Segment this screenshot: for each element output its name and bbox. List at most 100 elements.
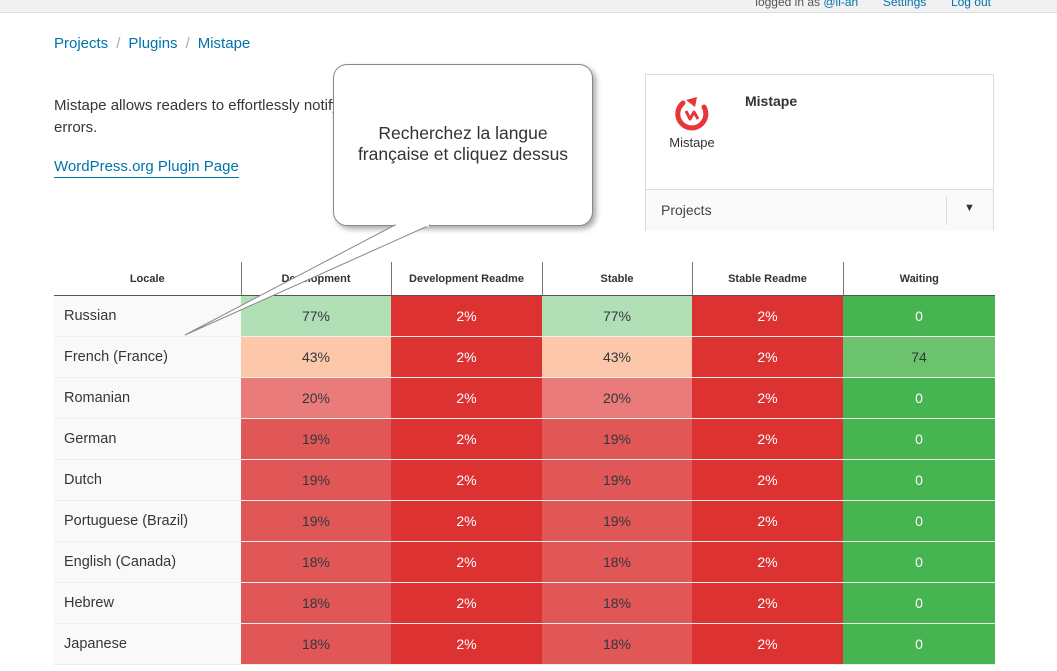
stable-readme-cell[interactable]: 2% — [692, 377, 843, 419]
settings-link[interactable]: Settings — [882, 0, 927, 9]
development-readme-cell[interactable]: 2% — [391, 500, 542, 542]
development-cell[interactable]: 18% — [241, 623, 391, 665]
table-row: Hebrew 18% 2% 18% 2% 0 — [54, 582, 995, 624]
waiting-cell[interactable]: 0 — [843, 541, 995, 583]
development-readme-cell[interactable]: 2% — [391, 418, 542, 460]
wordpress-plugin-page-link[interactable]: WordPress.org Plugin Page — [54, 158, 239, 178]
locale-link[interactable]: Russian — [64, 308, 117, 324]
stable-readme-cell[interactable]: 2% — [692, 582, 843, 624]
waiting-cell[interactable]: 0 — [843, 500, 995, 542]
table-row: Russian 77% 2% 77% 2% 0 — [54, 295, 995, 337]
stable-cell[interactable]: 43% — [542, 336, 692, 378]
locale-link[interactable]: Hebrew — [64, 595, 114, 611]
locale-cell[interactable]: Dutch — [54, 459, 241, 501]
breadcrumb-plugins[interactable]: Plugins — [128, 35, 178, 52]
stable-cell[interactable]: 19% — [542, 500, 692, 542]
projects-dropdown[interactable]: Projects ▼ — [646, 189, 993, 231]
stable-cell[interactable]: 18% — [542, 623, 692, 665]
development-readme-cell[interactable]: 2% — [391, 336, 542, 378]
header-locale[interactable]: Locale — [54, 262, 241, 296]
development-cell[interactable]: 77% — [241, 295, 391, 337]
username-link[interactable]: @li-an — [823, 0, 859, 9]
waiting-cell[interactable]: 0 — [843, 418, 995, 460]
stable-cell[interactable]: 19% — [542, 459, 692, 501]
development-readme-cell[interactable]: 2% — [391, 295, 542, 337]
mistape-logo-icon — [675, 97, 709, 131]
breadcrumb: Projects / Plugins / Mistape — [54, 35, 251, 52]
locale-cell[interactable]: French (France) — [54, 336, 241, 378]
development-cell[interactable]: 18% — [241, 541, 391, 583]
development-cell[interactable]: 43% — [241, 336, 391, 378]
stable-readme-cell[interactable]: 2% — [692, 336, 843, 378]
table-row: Romanian 20% 2% 20% 2% 0 — [54, 377, 995, 419]
waiting-cell[interactable]: 0 — [843, 582, 995, 624]
top-admin-bar: logged in as @li-an Settings Log out — [0, 0, 1057, 13]
logout-link[interactable]: Log out — [950, 0, 991, 9]
mistape-logo: Mistape — [666, 95, 718, 157]
locale-link[interactable]: Romanian — [64, 390, 131, 406]
development-readme-cell[interactable]: 2% — [391, 582, 542, 624]
locale-cell[interactable]: Portuguese (Brazil) — [54, 500, 241, 542]
locale-cell[interactable]: Japanese — [54, 623, 241, 665]
stable-cell[interactable]: 19% — [542, 418, 692, 460]
development-cell[interactable]: 19% — [241, 418, 391, 460]
stable-readme-cell[interactable]: 2% — [692, 623, 843, 665]
development-readme-cell[interactable]: 2% — [391, 623, 542, 665]
locale-link[interactable]: Portuguese (Brazil) — [64, 513, 189, 529]
development-cell[interactable]: 20% — [241, 377, 391, 419]
stable-cell[interactable]: 20% — [542, 377, 692, 419]
project-description: Mistape allows readers to effortlessly n… — [54, 95, 354, 139]
triangle-down-icon[interactable]: ▼ — [964, 202, 975, 214]
locale-link[interactable]: English (Canada) — [64, 554, 177, 570]
logged-in-label: logged in as — [755, 0, 821, 9]
locale-cell[interactable]: German — [54, 418, 241, 460]
development-cell[interactable]: 19% — [241, 500, 391, 542]
instruction-callout: Recherchez la langue française et clique… — [333, 64, 593, 226]
header-stable-readme[interactable]: Stable Readme — [691, 262, 843, 296]
table-row: Portuguese (Brazil) 19% 2% 19% 2% 0 — [54, 500, 995, 542]
waiting-cell[interactable]: 0 — [843, 459, 995, 501]
description-line1: Mistape allows readers to effortlessly n… — [54, 97, 340, 114]
locale-cell[interactable]: Hebrew — [54, 582, 241, 624]
stable-readme-cell[interactable]: 2% — [692, 418, 843, 460]
stable-cell[interactable]: 77% — [542, 295, 692, 337]
locale-cell[interactable]: Romanian — [54, 377, 241, 419]
table-row: German 19% 2% 19% 2% 0 — [54, 418, 995, 460]
development-cell[interactable]: 19% — [241, 459, 391, 501]
stable-readme-cell[interactable]: 2% — [692, 541, 843, 583]
callout-line2: française et cliquez dessus — [357, 144, 569, 164]
development-readme-cell[interactable]: 2% — [391, 459, 542, 501]
projects-dropdown-label: Projects — [661, 202, 712, 218]
stable-readme-cell[interactable]: 2% — [692, 459, 843, 501]
stable-cell[interactable]: 18% — [542, 541, 692, 583]
description-line2: errors. — [54, 119, 98, 136]
locale-cell[interactable]: English (Canada) — [54, 541, 241, 583]
breadcrumb-projects[interactable]: Projects — [54, 35, 109, 52]
development-cell[interactable]: 18% — [241, 582, 391, 624]
table-row: Japanese 18% 2% 18% 2% 0 — [54, 623, 995, 665]
table-row: Dutch 19% 2% 19% 2% 0 — [54, 459, 995, 501]
breadcrumb-mistape[interactable]: Mistape — [197, 35, 251, 52]
waiting-cell[interactable]: 74 — [843, 336, 995, 378]
locale-link[interactable]: Dutch — [64, 472, 102, 488]
header-waiting[interactable]: Waiting — [842, 262, 995, 296]
header-development[interactable]: Development — [240, 262, 391, 296]
stable-cell[interactable]: 18% — [542, 582, 692, 624]
user-links: logged in as @li-an Settings Log out — [755, 0, 991, 9]
stable-readme-cell[interactable]: 2% — [692, 295, 843, 337]
header-development-readme[interactable]: Development Readme — [390, 262, 542, 296]
waiting-cell[interactable]: 0 — [843, 623, 995, 665]
waiting-cell[interactable]: 0 — [843, 295, 995, 337]
locale-link[interactable]: Japanese — [64, 636, 127, 652]
table-header-row: Locale Development Development Readme St… — [54, 262, 995, 296]
project-card: Mistape Mistape Projects ▼ — [645, 74, 994, 231]
waiting-cell[interactable]: 0 — [843, 377, 995, 419]
development-readme-cell[interactable]: 2% — [391, 541, 542, 583]
header-stable[interactable]: Stable — [541, 262, 692, 296]
locale-cell[interactable]: Russian — [54, 295, 241, 337]
locale-link[interactable]: German — [64, 431, 117, 447]
stable-readme-cell[interactable]: 2% — [692, 500, 843, 542]
development-readme-cell[interactable]: 2% — [391, 377, 542, 419]
locale-link[interactable]: French (France) — [64, 349, 168, 365]
callout-line1: Recherchez la langue — [378, 123, 548, 143]
